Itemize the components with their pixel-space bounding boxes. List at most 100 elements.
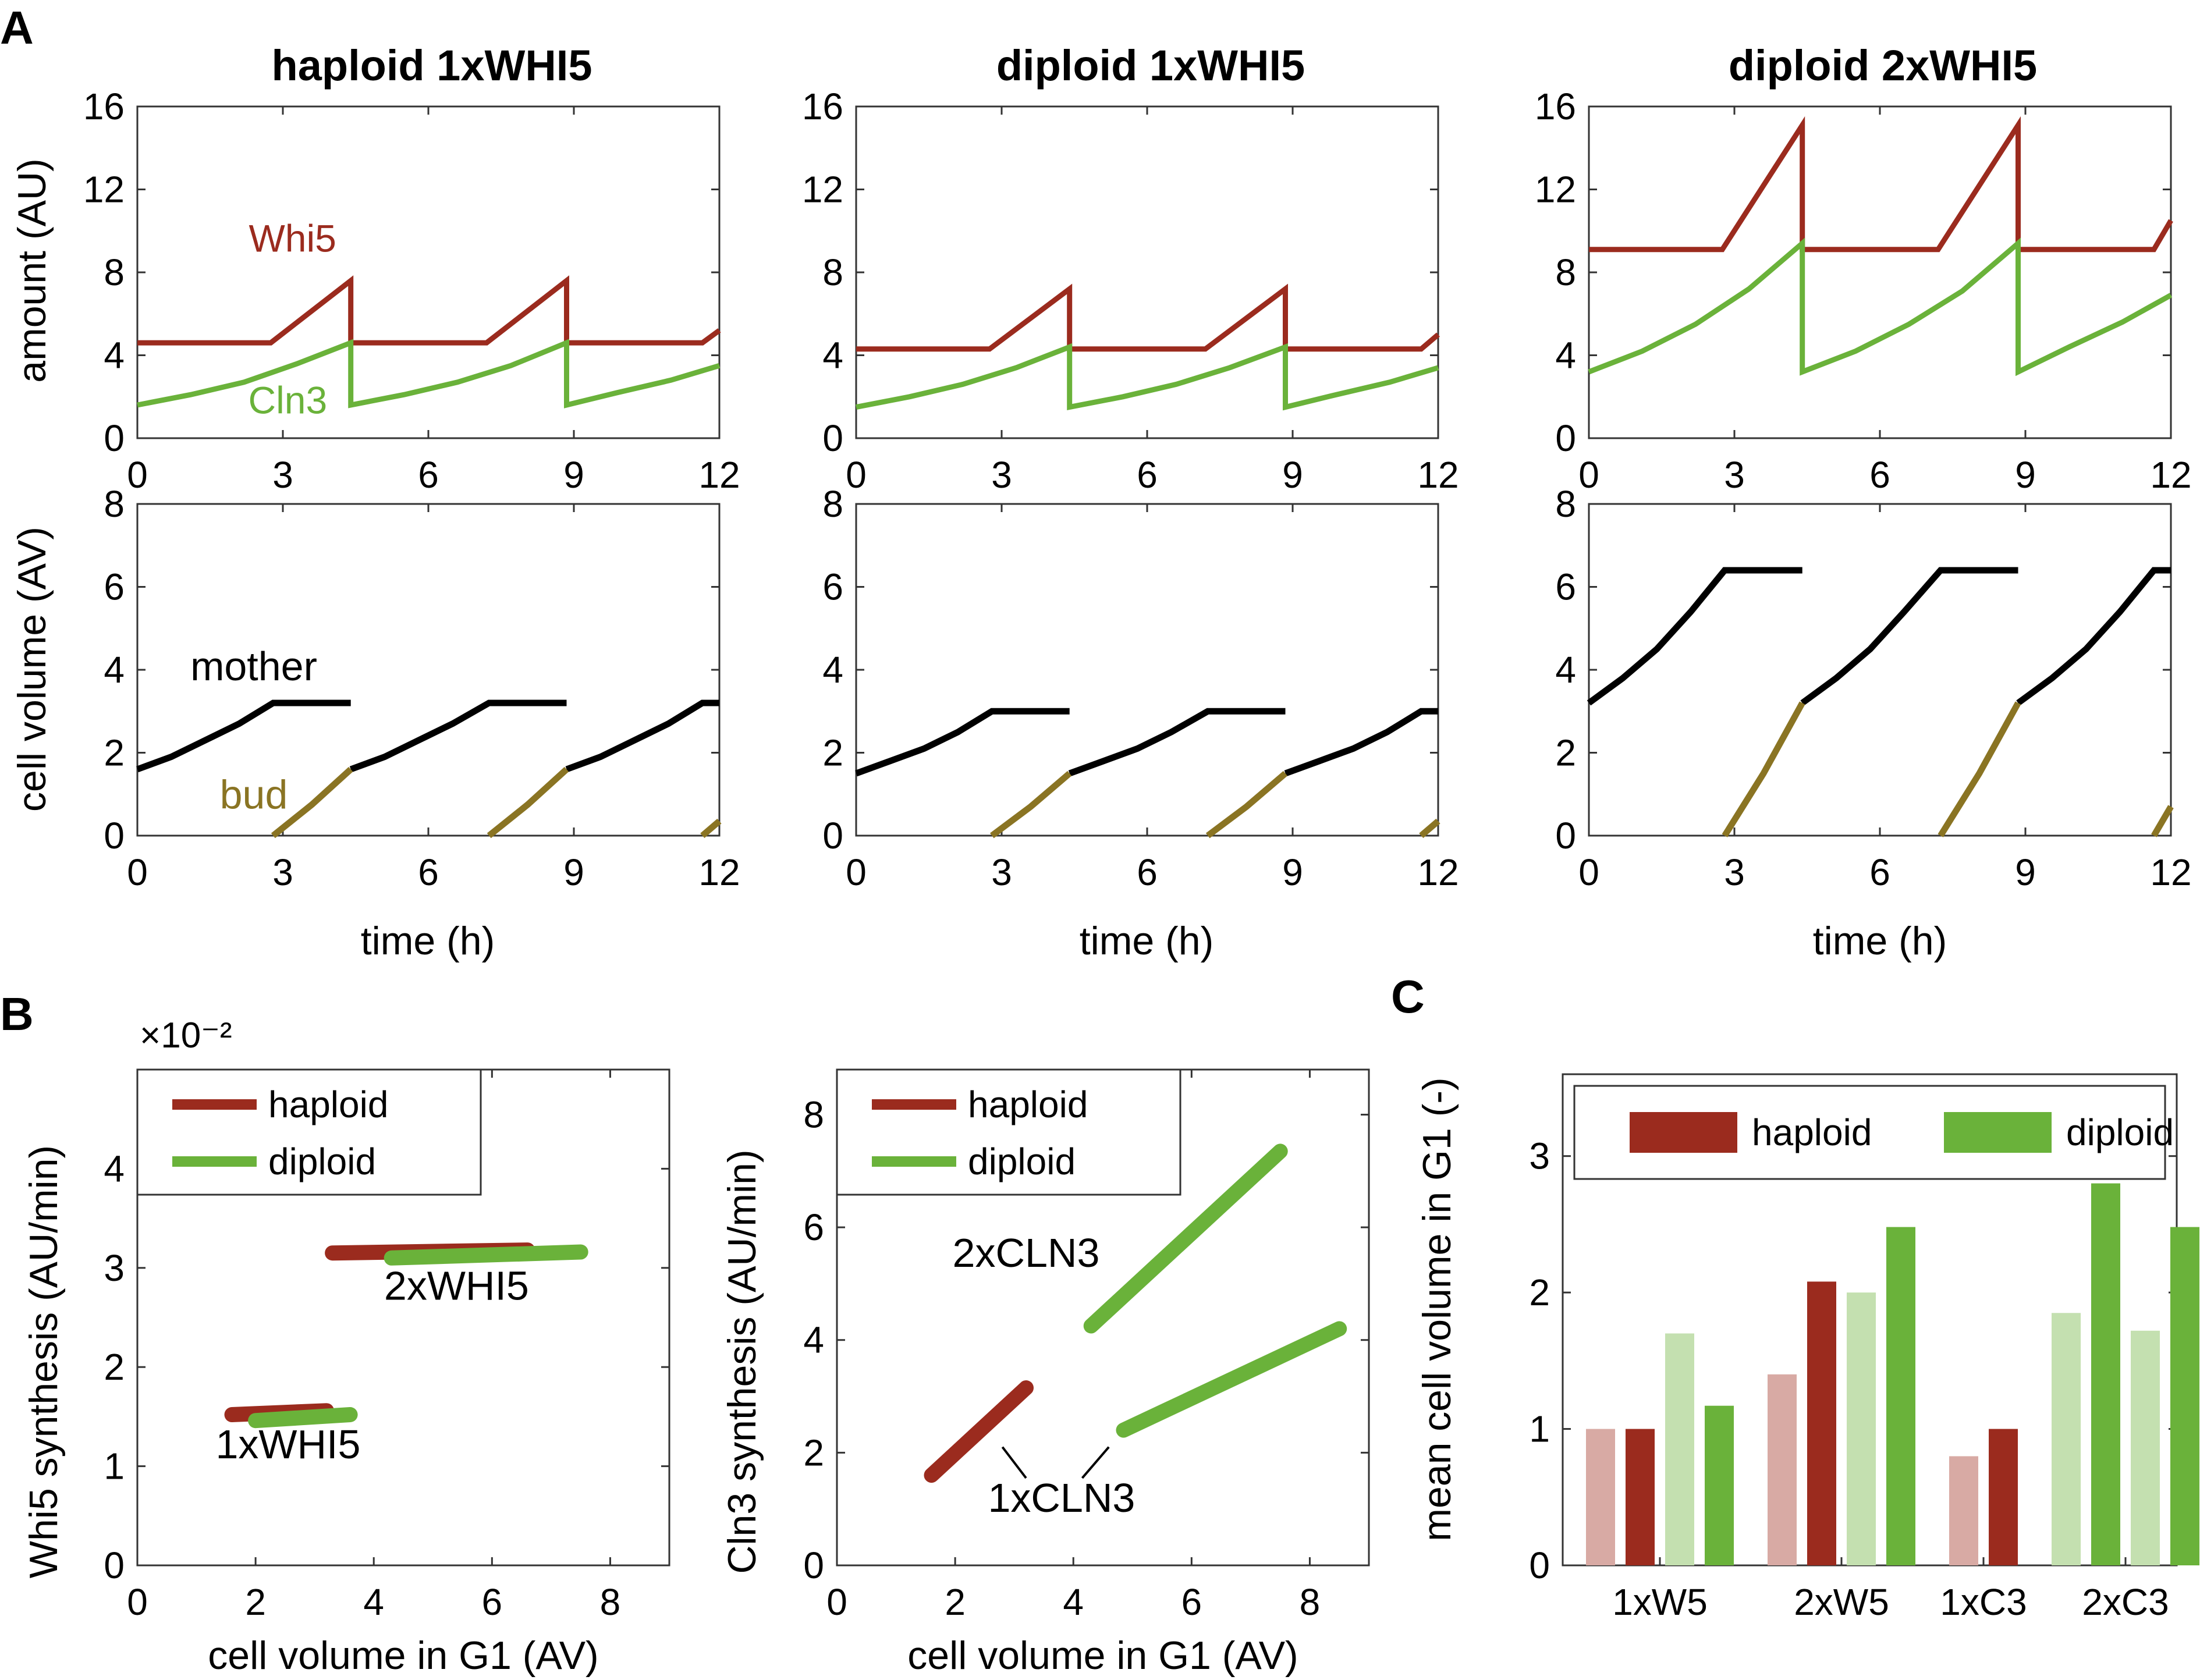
- bar-2xW5: [1886, 1227, 1915, 1565]
- B-whi5-legend-label: diploid: [268, 1141, 376, 1182]
- y-tick-label: 6: [803, 1206, 824, 1248]
- x-tick-label: 3: [991, 454, 1012, 496]
- x-tick-label: 8: [1300, 1581, 1321, 1623]
- title-diploid-1x: diploid 1xWHI5: [996, 41, 1305, 90]
- bar-2xC3: [2131, 1330, 2160, 1565]
- mother-annotation: mother: [190, 644, 317, 689]
- diploid-series-line: [248, 1407, 358, 1429]
- mother-series-line: [565, 699, 719, 773]
- haploid-series-line: [924, 1380, 1034, 1483]
- y-tick-label: 8: [104, 483, 125, 525]
- annotation-1xwhi5: 1xWHI5: [215, 1422, 360, 1467]
- xlabel-time-1: time (h): [361, 919, 495, 963]
- y-tick-label: 2: [822, 732, 843, 774]
- x-tick-label: 3: [1724, 851, 1745, 893]
- y-tick-label: 2: [104, 732, 125, 774]
- Cln3-series-line: [137, 339, 721, 409]
- B-cln3-legend-label: haploid: [968, 1084, 1088, 1125]
- mother-series-line: [349, 699, 567, 773]
- y-tick-label: 1: [104, 1445, 125, 1487]
- y-tick-label: 12: [1535, 169, 1576, 211]
- Whi5-series-line: [137, 275, 721, 346]
- y-tick-label: 0: [822, 417, 843, 459]
- x-tick-label: 0: [127, 1581, 148, 1623]
- mother-series-line: [1800, 567, 2018, 706]
- bar-1xC3: [1989, 1429, 2018, 1565]
- xlabel-time-3: time (h): [1813, 919, 1947, 963]
- bud-series-line: [271, 766, 353, 839]
- x-tick-label: 3: [1724, 454, 1745, 496]
- C-legend-label: diploid: [2066, 1111, 2174, 1153]
- B-whi5-legend: [136, 1068, 482, 1196]
- x-tick-label: 6: [1181, 1581, 1202, 1623]
- x-tick-label: 9: [1282, 851, 1303, 893]
- mother-series-line: [2016, 567, 2171, 706]
- x-tick-label: 0: [127, 454, 148, 496]
- y-tick-label: 0: [1555, 815, 1576, 857]
- A-volume-dip1-frame: [855, 503, 1439, 837]
- diploid-series-line: [1116, 1321, 1347, 1438]
- x-tick-label: 0: [1578, 454, 1599, 496]
- y-tick-label: 6: [822, 566, 843, 608]
- title-diploid-2x: diploid 2xWHI5: [1729, 41, 2037, 90]
- xlabel-volume-g1-2: cell volume in G1 (AV): [907, 1633, 1298, 1678]
- annotation-pointer: [1001, 1446, 1027, 1479]
- bar-2xC3: [2091, 1183, 2120, 1565]
- x-tick-label: 0: [127, 851, 148, 893]
- x-tick-label: 0: [1578, 851, 1599, 893]
- B-cln3-legend-label: diploid: [968, 1141, 1076, 1182]
- panel-label-b: B: [0, 988, 34, 1040]
- ylabel-cln3-synthesis: Cln3 synthesis (AU/min): [720, 1149, 764, 1574]
- bud-annotation: bud: [220, 772, 288, 818]
- bud-series-line: [990, 770, 1072, 839]
- x-tick-label: 0: [826, 1581, 847, 1623]
- x-tick-label: 3: [991, 851, 1012, 893]
- ylabel-mean-cell-volume: mean cell volume in G1 (-): [1415, 1077, 1459, 1541]
- whi5-annotation: Whi5: [249, 216, 336, 260]
- y-tick-label: 1: [1529, 1408, 1550, 1450]
- x-tick-label: 3: [272, 454, 293, 496]
- cln3-series-line: [1588, 237, 2173, 377]
- mother-series-line: [855, 708, 1070, 777]
- bar-2xC3: [2170, 1227, 2199, 1565]
- B-cln3-legend: [836, 1068, 1181, 1196]
- x-tick-label: 2: [945, 1581, 966, 1623]
- cln3-annotation: Cln3: [248, 378, 327, 421]
- mother-series-line: [1284, 708, 1438, 777]
- x-tick-label: 8: [600, 1581, 621, 1623]
- y-tick-label: 12: [83, 169, 125, 211]
- x-tick-label: 2: [245, 1581, 266, 1623]
- x-tick-label: 6: [1137, 454, 1158, 496]
- bud-series-line: [1722, 701, 1805, 837]
- whi5-series-line: [856, 283, 1440, 352]
- y-tick-label: 8: [104, 251, 125, 293]
- ylabel-amount: amount (AU): [10, 158, 54, 382]
- category-label: 1xC3: [1940, 1581, 2027, 1623]
- y-tick-label: 6: [1555, 566, 1576, 608]
- C-legend-label: haploid: [1752, 1111, 1872, 1153]
- x-tick-label: 0: [846, 454, 867, 496]
- y-tick-label: 4: [822, 649, 843, 691]
- bar-1xW5: [1665, 1333, 1694, 1565]
- y-tick-label: 4: [104, 649, 125, 691]
- x-tick-label: 9: [1282, 454, 1303, 496]
- bud-series-line: [1419, 818, 1440, 839]
- cln3-series-line: [856, 343, 1439, 411]
- x-tick-label: 6: [1869, 454, 1890, 496]
- diploid-series-line: [1083, 1143, 1288, 1334]
- bar-1xW5: [1626, 1429, 1655, 1565]
- y-tick-label: 0: [803, 1544, 824, 1586]
- mother-series-line: [1587, 567, 1802, 706]
- panel-label-c: C: [1391, 971, 1425, 1022]
- y-exponent: ×10⁻²: [140, 1015, 232, 1056]
- annotation-1xcln3: 1xCLN3: [988, 1475, 1135, 1521]
- bar-1xW5: [1705, 1405, 1734, 1565]
- y-tick-label: 4: [803, 1319, 824, 1361]
- y-tick-label: 6: [104, 566, 125, 608]
- y-tick-label: 0: [1555, 417, 1576, 459]
- y-tick-label: 12: [802, 169, 843, 211]
- x-tick-label: 12: [698, 851, 740, 893]
- diploid-series-line: [384, 1244, 588, 1266]
- y-tick-label: 8: [822, 251, 843, 293]
